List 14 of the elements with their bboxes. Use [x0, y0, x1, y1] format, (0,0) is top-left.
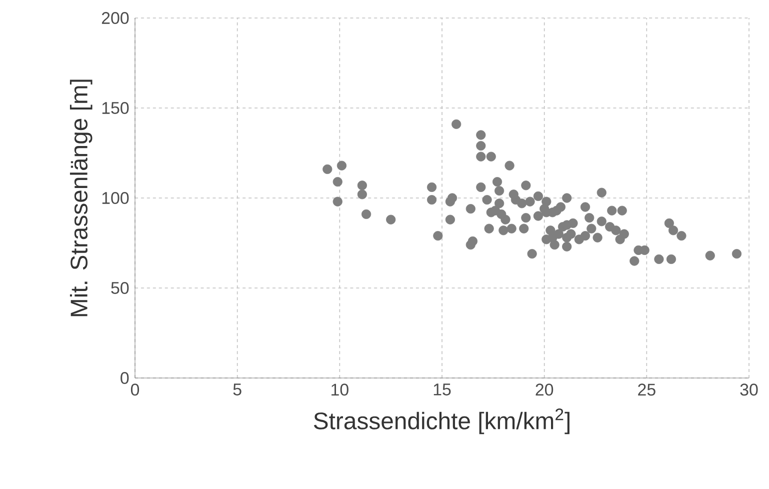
y-tick-label: 100 [102, 192, 129, 204]
x-tick-label: 10 [332, 384, 348, 396]
y-tick-label: 200 [102, 12, 129, 24]
y-tick-label: 0 [120, 372, 129, 384]
x-axis-title: Strassendichte [km/km$^{2}$] [314, 408, 570, 434]
y-tick-label: 150 [102, 102, 129, 114]
x-tick-label: 30 [740, 384, 758, 396]
x-tick-label: 25 [638, 384, 656, 396]
x-tick-label: 5 [233, 384, 242, 396]
x-tick-label: 20 [536, 384, 554, 396]
y-tick-label: 50 [111, 282, 129, 294]
x-tick-label: 15 [434, 384, 451, 396]
x-tick-label: 0 [130, 384, 140, 396]
y-axis-title: Mit. Strassenlänge [m] [70, 80, 92, 316]
